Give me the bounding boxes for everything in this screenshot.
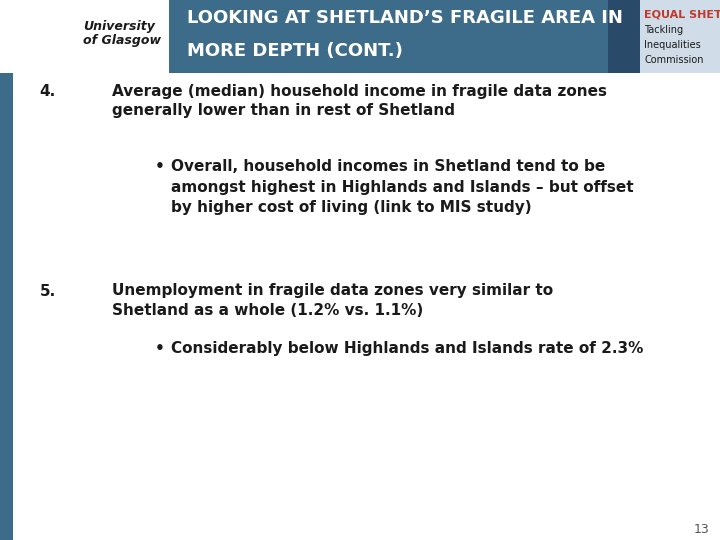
Text: University: University bbox=[83, 20, 155, 33]
Text: •: • bbox=[155, 341, 165, 356]
Bar bbox=[608, 0, 639, 73]
Bar bbox=[0, 73, 13, 540]
Text: 5.: 5. bbox=[40, 284, 56, 299]
Bar bbox=[0, 0, 720, 73]
Text: MORE DEPTH (CONT.): MORE DEPTH (CONT.) bbox=[187, 42, 403, 60]
Text: Overall, household incomes in Shetland tend to be
amongst highest in Highlands a: Overall, household incomes in Shetland t… bbox=[171, 159, 634, 215]
Text: of Glasgow: of Glasgow bbox=[83, 34, 161, 48]
Text: Average (median) household income in fragile data zones
generally lower than in : Average (median) household income in fra… bbox=[112, 84, 606, 118]
Bar bbox=[608, 0, 720, 73]
Text: Tackling: Tackling bbox=[644, 25, 683, 35]
Text: EQUAL SHETLAND: EQUAL SHETLAND bbox=[644, 10, 720, 20]
Bar bbox=[0, 0, 169, 73]
Text: Considerably below Highlands and Islands rate of 2.3%: Considerably below Highlands and Islands… bbox=[171, 341, 644, 356]
Text: •: • bbox=[155, 159, 165, 174]
Text: Commission: Commission bbox=[644, 55, 703, 65]
Text: LOOKING AT SHETLAND’S FRAGILE AREA IN: LOOKING AT SHETLAND’S FRAGILE AREA IN bbox=[187, 9, 623, 26]
Text: Unemployment in fragile data zones very similar to
Shetland as a whole (1.2% vs.: Unemployment in fragile data zones very … bbox=[112, 284, 553, 318]
Text: 13: 13 bbox=[693, 523, 709, 536]
Text: Inequalities: Inequalities bbox=[644, 40, 701, 50]
Text: 4.: 4. bbox=[40, 84, 56, 99]
